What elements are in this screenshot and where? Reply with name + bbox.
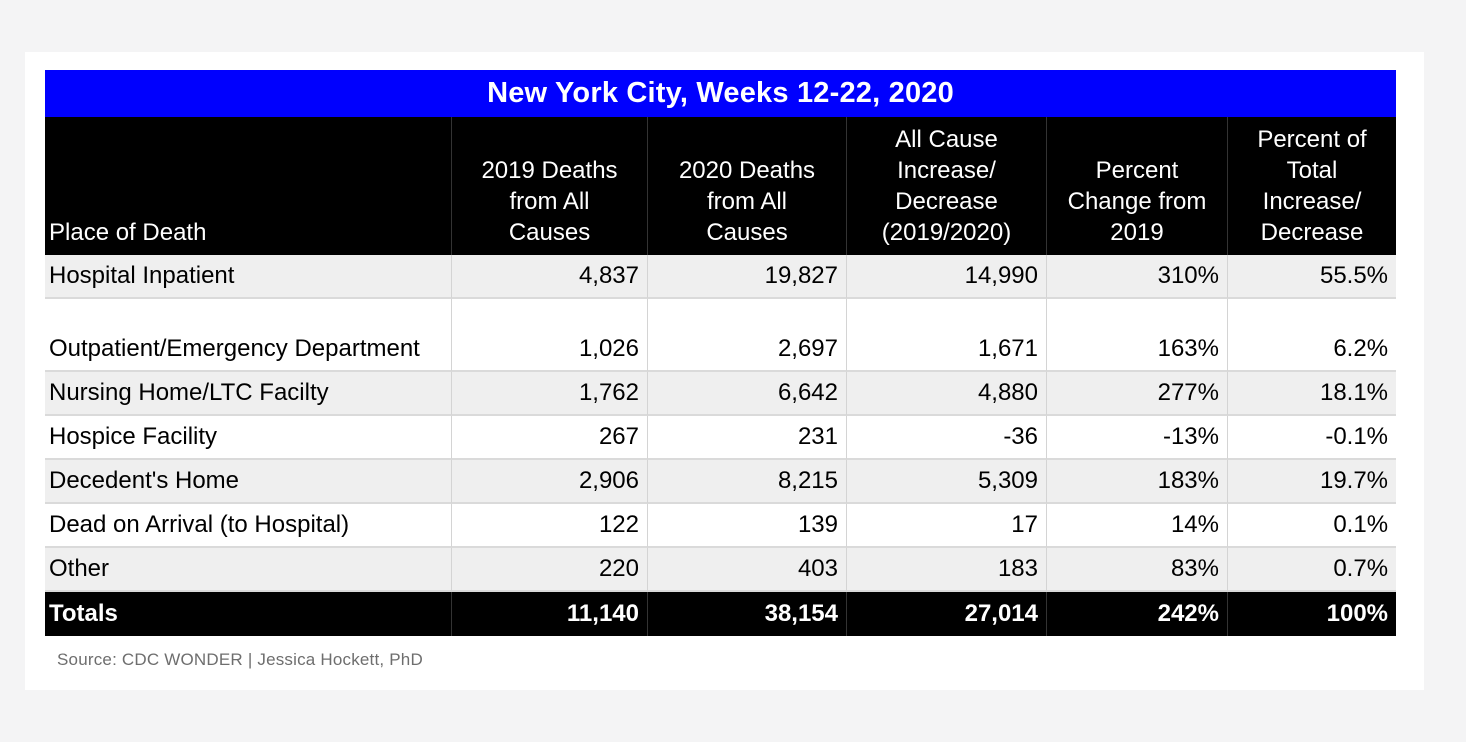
cell-2020-deaths: 139 — [648, 504, 847, 548]
cell-percent-change: 277% — [1047, 372, 1228, 416]
table-container: New York City, Weeks 12-22, 2020 Place o… — [45, 70, 1397, 670]
cell-2019-deaths: 2,906 — [452, 460, 648, 504]
column-header-percent-change: Percent Change from 2019 — [1047, 117, 1228, 255]
table-row-other: Other 220 403 183 83% 0.7% — [45, 548, 1397, 592]
row-label: Hospice Facility — [45, 416, 452, 460]
cell-2020-deaths: 6,642 — [648, 372, 847, 416]
cell-percent-change: 163% — [1047, 299, 1228, 372]
totals-label: Totals — [45, 592, 452, 636]
cell-all-cause-change: -36 — [847, 416, 1047, 460]
table-card: New York City, Weeks 12-22, 2020 Place o… — [25, 52, 1424, 690]
cell-all-cause-change: 17 — [847, 504, 1047, 548]
cell-2019-deaths: 122 — [452, 504, 648, 548]
cell-2020-deaths: 403 — [648, 548, 847, 592]
column-header-2019-deaths: 2019 Deaths from All Causes — [452, 117, 648, 255]
cell-2019-deaths: 220 — [452, 548, 648, 592]
cell-percent-of-total: 0.1% — [1228, 504, 1397, 548]
totals-percent-change: 242% — [1047, 592, 1228, 636]
cell-2019-deaths: 4,837 — [452, 255, 648, 299]
cell-2019-deaths: 1,026 — [452, 299, 648, 372]
totals-2020-deaths: 38,154 — [648, 592, 847, 636]
header-row: Place of Death 2019 Deaths from All Caus… — [45, 117, 1397, 255]
row-label: Outpatient/Emergency Department — [45, 299, 452, 372]
cell-all-cause-change: 1,671 — [847, 299, 1047, 372]
cell-2019-deaths: 267 — [452, 416, 648, 460]
cell-percent-of-total: -0.1% — [1228, 416, 1397, 460]
cell-percent-of-total: 19.7% — [1228, 460, 1397, 504]
cell-percent-change: 14% — [1047, 504, 1228, 548]
table-row-nursing-home: Nursing Home/LTC Facilty 1,762 6,642 4,8… — [45, 372, 1397, 416]
cell-all-cause-change: 5,309 — [847, 460, 1047, 504]
cell-all-cause-change: 183 — [847, 548, 1047, 592]
cell-percent-change: -13% — [1047, 416, 1228, 460]
table-row-dead-on-arrival: Dead on Arrival (to Hospital) 122 139 17… — [45, 504, 1397, 548]
table-row-totals: Totals 11,140 38,154 27,014 242% 100% — [45, 592, 1397, 636]
cell-2019-deaths: 1,762 — [452, 372, 648, 416]
cell-2020-deaths: 19,827 — [648, 255, 847, 299]
cell-percent-of-total: 6.2% — [1228, 299, 1397, 372]
cell-percent-change: 83% — [1047, 548, 1228, 592]
totals-percent-of-total: 100% — [1228, 592, 1397, 636]
cell-all-cause-change: 14,990 — [847, 255, 1047, 299]
column-header-place-of-death: Place of Death — [45, 117, 452, 255]
column-header-2020-deaths: 2020 Deaths from All Causes — [648, 117, 847, 255]
cell-percent-of-total: 0.7% — [1228, 548, 1397, 592]
row-label: Nursing Home/LTC Facilty — [45, 372, 452, 416]
column-header-percent-of-total: Percent of Total Increase/ Decrease — [1228, 117, 1397, 255]
cell-2020-deaths: 231 — [648, 416, 847, 460]
totals-2019-deaths: 11,140 — [452, 592, 648, 636]
cell-percent-change: 310% — [1047, 255, 1228, 299]
table-row-outpatient-emergency: Outpatient/Emergency Department 1,026 2,… — [45, 299, 1397, 372]
cell-all-cause-change: 4,880 — [847, 372, 1047, 416]
row-label: Hospital Inpatient — [45, 255, 452, 299]
table-row-decedents-home: Decedent's Home 2,906 8,215 5,309 183% 1… — [45, 460, 1397, 504]
cell-2020-deaths: 2,697 — [648, 299, 847, 372]
cell-percent-of-total: 55.5% — [1228, 255, 1397, 299]
totals-all-cause-change: 27,014 — [847, 592, 1047, 636]
column-header-all-cause-change: All Cause Increase/ Decrease (2019/2020) — [847, 117, 1047, 255]
title-row: New York City, Weeks 12-22, 2020 — [45, 70, 1397, 117]
table-title: New York City, Weeks 12-22, 2020 — [45, 70, 1397, 117]
row-label: Other — [45, 548, 452, 592]
table-row-hospital-inpatient: Hospital Inpatient 4,837 19,827 14,990 3… — [45, 255, 1397, 299]
cell-percent-of-total: 18.1% — [1228, 372, 1397, 416]
row-label: Dead on Arrival (to Hospital) — [45, 504, 452, 548]
cell-2020-deaths: 8,215 — [648, 460, 847, 504]
cell-percent-change: 183% — [1047, 460, 1228, 504]
table-row-hospice-facility: Hospice Facility 267 231 -36 -13% -0.1% — [45, 416, 1397, 460]
deaths-by-place-table: New York City, Weeks 12-22, 2020 Place o… — [45, 70, 1397, 636]
source-attribution: Source: CDC WONDER | Jessica Hockett, Ph… — [57, 650, 423, 669]
row-label: Decedent's Home — [45, 460, 452, 504]
